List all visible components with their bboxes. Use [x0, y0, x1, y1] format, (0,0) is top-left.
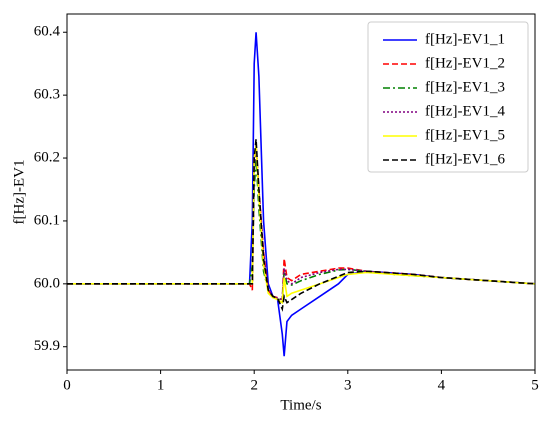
legend-label: f[Hz]-EV1_2: [425, 55, 505, 71]
x-tick-label: 3: [344, 377, 352, 393]
series-line: [67, 139, 535, 312]
x-tick-label: 1: [157, 377, 165, 393]
x-tick-label: 4: [438, 377, 446, 393]
legend-label: f[Hz]-EV1_4: [425, 103, 505, 119]
y-tick-label: 60.0: [34, 275, 60, 291]
series-line: [67, 157, 535, 301]
x-tick-label: 5: [531, 377, 539, 393]
y-tick-label: 60.1: [34, 212, 60, 228]
y-tick-label: 60.3: [34, 87, 60, 103]
legend-label: f[Hz]-EV1_5: [425, 127, 505, 143]
legend-label: f[Hz]-EV1_6: [425, 151, 505, 167]
x-axis-label: Time/s: [280, 397, 321, 413]
y-tick-label: 60.2: [34, 149, 60, 165]
legend-label: f[Hz]-EV1_3: [425, 79, 505, 95]
legend-box: [367, 21, 529, 173]
x-tick-label: 0: [63, 377, 71, 393]
y-axis-label: f[Hz]-EV1: [11, 160, 27, 225]
x-tick-label: 2: [250, 377, 258, 393]
y-tick-label: 60.4: [34, 24, 61, 40]
legend-label: f[Hz]-EV1_1: [425, 31, 505, 47]
plot-frame: [66, 13, 536, 371]
y-tick-label: 59.9: [34, 338, 60, 354]
